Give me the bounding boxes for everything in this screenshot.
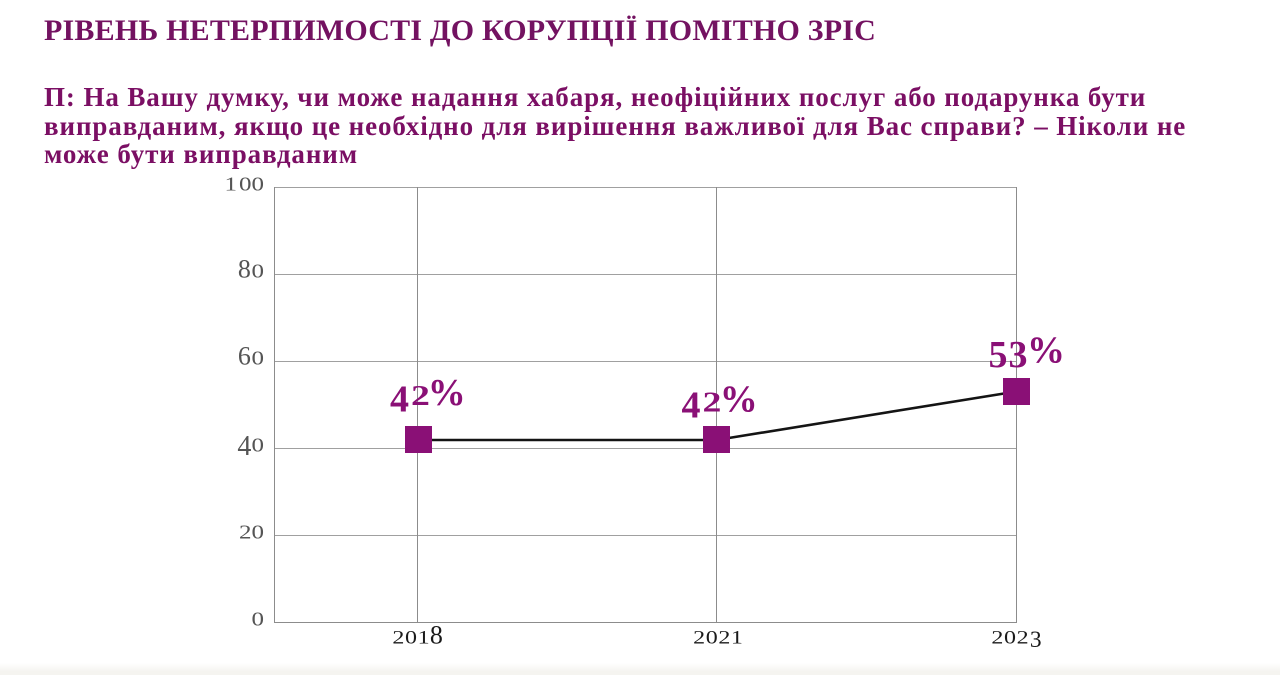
svg-text:0: 0: [252, 608, 264, 630]
svg-text:0: 0: [252, 521, 264, 543]
svg-text:5: 5: [989, 334, 1008, 376]
svg-text:4: 4: [237, 431, 251, 462]
svg-text:%: %: [720, 378, 758, 420]
svg-text:1: 1: [731, 627, 743, 648]
svg-text:0: 0: [405, 627, 417, 648]
svg-text:0: 0: [1004, 627, 1016, 648]
svg-text:2: 2: [239, 521, 251, 543]
svg-text:6: 6: [238, 342, 251, 371]
svg-text:0: 0: [252, 173, 264, 195]
svg-text:3: 3: [1030, 627, 1042, 653]
svg-text:8: 8: [430, 620, 443, 649]
svg-text:2: 2: [392, 627, 404, 648]
svg-text:0: 0: [252, 434, 264, 456]
svg-text:4: 4: [390, 378, 409, 420]
svg-text:%: %: [428, 372, 466, 414]
svg-text:2: 2: [1017, 627, 1029, 648]
svg-text:2: 2: [693, 627, 705, 648]
svg-text:4: 4: [682, 385, 701, 427]
svg-text:3: 3: [1009, 334, 1028, 376]
svg-text:0: 0: [252, 260, 264, 282]
svg-text:1: 1: [418, 627, 430, 648]
svg-text:2: 2: [703, 387, 722, 418]
svg-text:0: 0: [239, 173, 251, 195]
svg-text:%: %: [1027, 329, 1065, 371]
svg-text:1: 1: [225, 173, 237, 195]
svg-text:0: 0: [706, 627, 718, 648]
svg-text:2: 2: [991, 627, 1003, 648]
svg-text:2: 2: [718, 627, 730, 648]
svg-text:8: 8: [238, 255, 251, 284]
svg-text:0: 0: [252, 347, 264, 369]
svg-text:2: 2: [411, 381, 430, 412]
